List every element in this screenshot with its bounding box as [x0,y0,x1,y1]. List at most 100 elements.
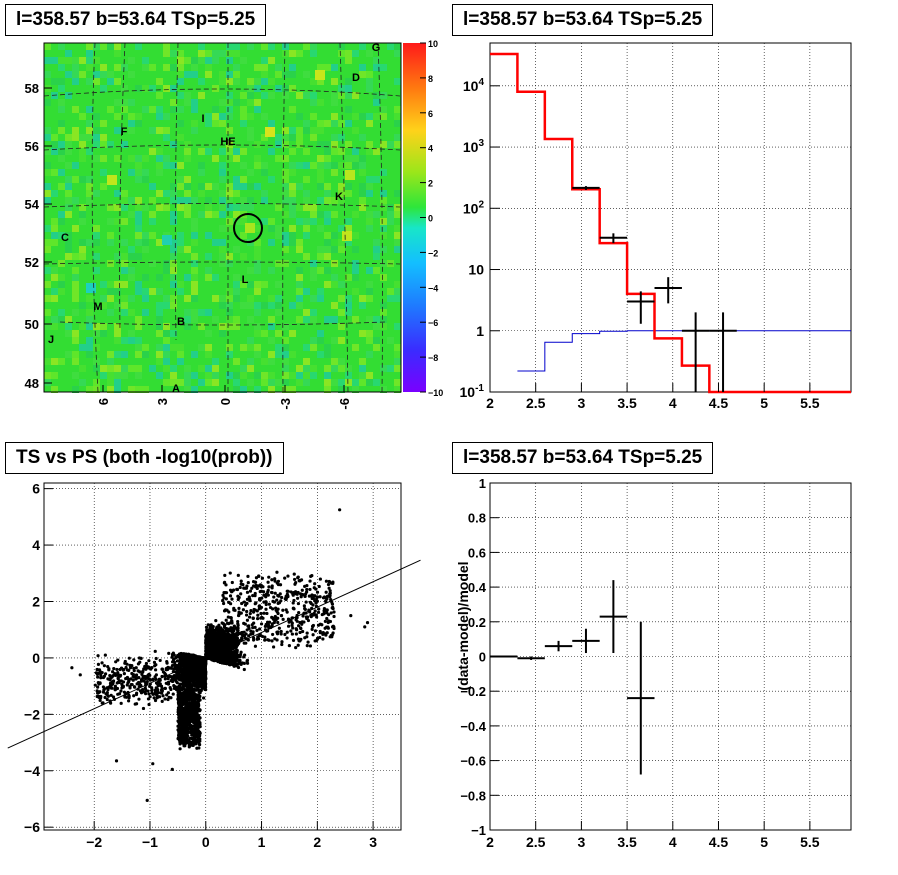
skymap-pixel [72,309,79,316]
skymap-pixel [72,127,79,134]
skymap-pixel [135,281,142,288]
skymap-pixel [198,183,205,190]
skymap-pixel [86,127,93,134]
skymap-pixel [247,281,254,288]
skymap-pixel [254,85,261,92]
ts-ps-point [223,623,227,627]
skymap-pixel [254,260,261,267]
skymap-pixel [296,365,303,372]
skymap-pixel [219,148,226,155]
skymap-pixel [233,204,240,211]
skymap-pixel [65,246,72,253]
skymap-pixel [44,57,51,64]
skymap-pixel [198,162,205,169]
skymap-pixel [191,71,198,78]
skymap-pixel [317,267,324,274]
ts-ps-point [238,658,242,663]
skymap-pixel [233,148,240,155]
skymap-pixel [58,127,65,134]
skymap-pixel [205,274,212,281]
skymap-pixel [366,113,373,120]
skymap-pixel [128,246,135,253]
skymap-pixel [170,141,177,148]
colorbar-tick-label: −4 [428,283,438,293]
skymap-pixel [380,365,387,372]
skymap-pixel [275,134,282,141]
skymap-pixel [205,204,212,211]
skymap-pixel [142,106,149,113]
skymap-pixel [93,57,100,64]
ts-ps-point [207,637,211,641]
skymap-pixel [373,99,380,106]
skymap-pixel [366,379,373,386]
skymap-pixel [282,176,289,183]
skymap-pixel [282,246,289,253]
skymap-pixel [282,323,289,330]
skymap-pixel [331,211,338,218]
ts-ps-point [201,675,205,680]
skymap-pixel [205,344,212,351]
skymap-pixel [366,218,373,225]
spectrum-x-tick-label: 3 [577,395,585,411]
skymap-pixel [310,316,317,323]
skymap-pixel [338,134,345,141]
skymap-pixel [254,183,261,190]
skymap-pixel [373,379,380,386]
skymap-pixel [107,358,114,365]
skymap-pixel [163,267,170,274]
skymap-pixel [240,302,247,309]
skymap-pixel [93,253,100,260]
skymap-hotspot [107,175,117,185]
ts-ps-point [205,633,209,637]
skymap-pixel [142,295,149,302]
ts-ps-point [224,658,228,662]
skymap-pixel [212,183,219,190]
skymap-pixel [177,351,184,358]
skymap-pixel [107,43,114,50]
skymap-pixel [219,169,226,176]
skymap-pixel [142,169,149,176]
skymap-pixel [219,295,226,302]
ts-ps-point [245,659,249,663]
skymap-pixel [289,127,296,134]
ts-ps-point [199,679,203,683]
skymap-pixel [247,85,254,92]
skymap-region-label: F [121,126,128,138]
spectrum-y-tick-label: 103 [463,138,485,155]
ts-ps-point [196,675,201,679]
skymap-pixel [184,148,191,155]
skymap-x-tick-label: 3 [155,398,170,405]
skymap-pixel [296,295,303,302]
skymap-pixel [156,288,163,295]
skymap-pixel [268,225,275,232]
skymap-pixel [394,43,401,50]
skymap-pixel [352,127,359,134]
skymap-pixel [184,365,191,372]
skymap-pixel [44,225,51,232]
skymap-pixel [58,288,65,295]
skymap-pixel [289,211,296,218]
skymap-pixel [310,162,317,169]
skymap-pixel [289,134,296,141]
spectrum-y-tick-label: 104 [463,77,485,94]
skymap-pixel [170,64,177,71]
skymap-pixel [331,92,338,99]
skymap-pixel [191,57,198,64]
ts-ps-point [231,653,236,657]
skymap-pixel [156,162,163,169]
skymap-pixel [177,162,184,169]
skymap-pixel [177,288,184,295]
skymap-pixel [317,253,324,260]
skymap-pixel [345,295,352,302]
ts-ps-point [175,659,180,663]
skymap-pixel [135,386,142,393]
skymap-pixel [289,204,296,211]
skymap-pixel [324,183,331,190]
skymap-pixel [93,323,100,330]
skymap-pixel [156,372,163,379]
skymap-pixel [226,141,233,148]
skymap-pixel [121,295,128,302]
skymap-pixel [142,85,149,92]
skymap-pixel [170,330,177,337]
skymap-pixel [373,267,380,274]
